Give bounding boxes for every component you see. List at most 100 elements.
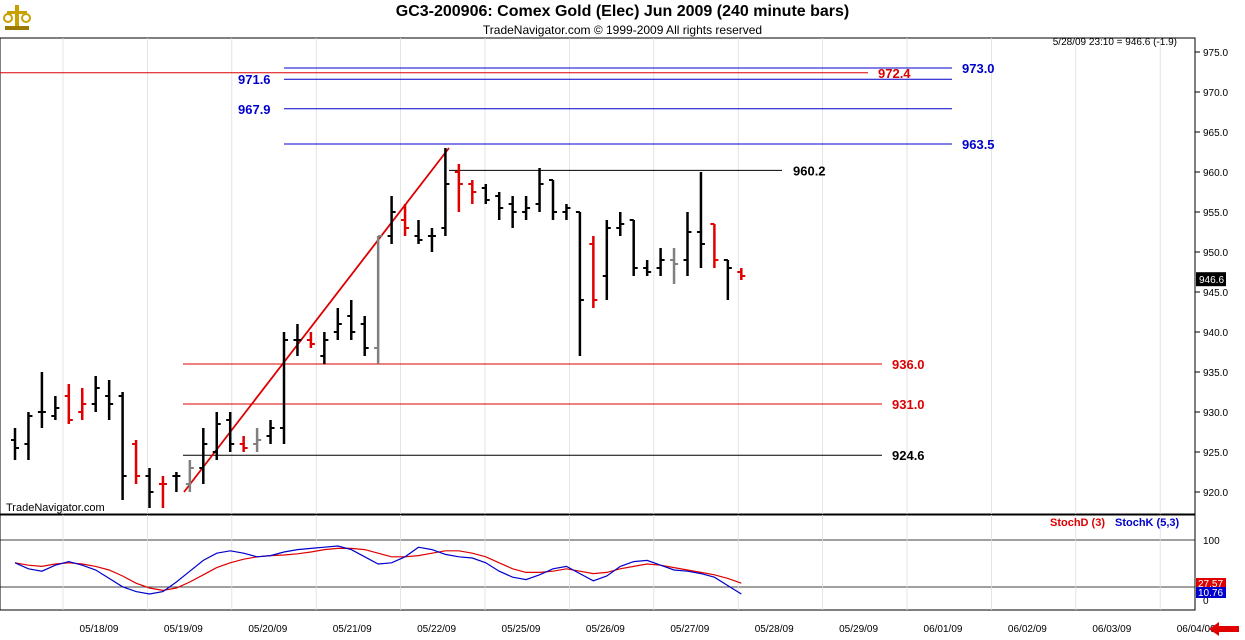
ohlc-bar — [78, 388, 87, 420]
ohlc-bar — [441, 148, 450, 236]
ohlc-bar — [51, 396, 60, 420]
price-tick-label: 965.0 — [1203, 128, 1228, 139]
ohlc-bar — [374, 235, 383, 364]
ohlc-bar — [401, 204, 410, 236]
date-tick-label: 05/21/09 — [333, 624, 372, 635]
price-tick-label: 940.0 — [1203, 328, 1228, 339]
level-label: 971.6 — [238, 72, 271, 87]
price-tick-label: 925.0 — [1203, 448, 1228, 459]
last-price-tag-label: 946.6 — [1199, 275, 1224, 286]
level-label: 972.4 — [878, 66, 911, 81]
ohlc-bar — [696, 172, 705, 268]
stoch-last-label: 10.76 — [1198, 588, 1223, 599]
price-tick-label: 955.0 — [1203, 208, 1228, 219]
ohlc-bar — [226, 412, 235, 452]
ohlc-bar — [320, 332, 329, 364]
price-tick-label: 970.0 — [1203, 88, 1228, 99]
date-tick-label: 05/22/09 — [417, 624, 456, 635]
date-tick-label: 06/01/09 — [924, 624, 963, 635]
ohlc-bar — [172, 472, 181, 492]
ohlc-bar — [64, 384, 73, 424]
level-label: 963.5 — [962, 137, 995, 152]
ohlc-bar — [737, 268, 746, 280]
ohlc-bar — [589, 236, 598, 308]
level-label: 960.2 — [793, 163, 826, 178]
ohlc-bar — [522, 196, 531, 220]
ohlc-bar — [306, 332, 315, 348]
date-tick-label: 05/20/09 — [248, 624, 287, 635]
ohlc-bar — [253, 428, 262, 452]
price-tick-label: 945.0 — [1203, 288, 1228, 299]
stoch-k-legend: StochK (5,3) — [1115, 517, 1180, 529]
ohlc-bar — [562, 204, 571, 220]
ohlc-bar — [616, 212, 625, 236]
ohlc-bar — [132, 440, 141, 484]
ohlc-bar — [91, 376, 100, 412]
ohlc-bar — [199, 428, 208, 484]
ohlc-bar — [24, 412, 33, 460]
stoch-d-line — [14, 547, 742, 592]
price-tick-label: 960.0 — [1203, 168, 1228, 179]
date-tick-label: 05/26/09 — [586, 624, 625, 635]
date-tick-label: 05/27/09 — [670, 624, 709, 635]
price-panel-frame — [0, 37, 1196, 515]
copyright-text: TradeNavigator.com © 1999-2009 All right… — [482, 23, 763, 37]
ohlc-bar — [293, 324, 302, 356]
price-tick-label: 930.0 — [1203, 408, 1228, 419]
ohlc-bar — [723, 259, 732, 300]
trade-navigator-logo-icon[interactable] — [2, 2, 32, 32]
ohlc-bar — [11, 428, 19, 460]
stoch-last-tag — [1196, 587, 1226, 598]
ohlc-bar — [118, 392, 127, 500]
ohlc-bar — [481, 184, 490, 204]
ohlc-bar — [427, 228, 436, 252]
ohlc-bar — [508, 196, 517, 228]
ohlc-bar — [37, 372, 46, 428]
level-label: 924.6 — [892, 448, 925, 463]
ohlc-bar — [656, 248, 665, 276]
ohlc-bar — [535, 168, 544, 212]
date-tick-label: 05/25/09 — [502, 624, 541, 635]
ohlc-bar — [710, 223, 719, 268]
ohlc-bar — [105, 380, 114, 420]
watermark-text: TradeNavigator.com — [6, 502, 105, 514]
last-price-status: 5/28/09 23:10 = 946.6 (-1.9) — [1052, 37, 1177, 48]
date-tick-label: 06/03/09 — [1092, 624, 1131, 635]
ohlc-bar — [575, 211, 584, 356]
price-tick-label: 920.0 — [1203, 488, 1228, 499]
scroll-right-arrow-icon[interactable] — [1209, 622, 1239, 636]
price-bars — [11, 148, 746, 508]
ohlc-bar — [347, 300, 356, 340]
chart-title: GC3-200906: Comex Gold (Elec) Jun 2009 (… — [395, 3, 850, 20]
stoch-last-tag — [1196, 578, 1226, 589]
last-price-tag — [1196, 272, 1226, 287]
ohlc-bar — [629, 219, 638, 276]
ohlc-bar — [185, 460, 194, 492]
date-tick-label: 05/29/09 — [839, 624, 878, 635]
level-label: 936.0 — [892, 357, 925, 372]
ohlc-bar — [360, 316, 369, 356]
level-label: 967.9 — [238, 102, 271, 117]
ohlc-bar — [670, 248, 679, 284]
ohlc-bar — [387, 196, 396, 244]
vertical-gridlines — [62, 38, 1161, 610]
stoch-tick-label: 100 — [1203, 536, 1220, 547]
stoch-k-line — [14, 545, 742, 595]
ohlc-bar — [145, 468, 154, 508]
stoch-tick-label: 0 — [1203, 596, 1209, 607]
ohlc-bar — [468, 180, 477, 204]
level-label: 973.0 — [962, 61, 995, 76]
ohlc-bar — [239, 436, 248, 452]
price-tick-label: 975.0 — [1203, 48, 1228, 59]
date-tick-label: 05/19/09 — [164, 624, 203, 635]
date-axis: 05/18/09 05/19/09 05/20/09 05/21/09 05/22/09… — [80, 624, 1217, 635]
ohlc-bar — [549, 179, 557, 220]
ohlc-bar — [602, 220, 611, 300]
price-axis: 920.0 925.0 930.0 935.0 940.0 945.0 950.0 955.0… — [1195, 48, 1228, 499]
price-tick-label: 935.0 — [1203, 368, 1228, 379]
stoch-last-label: 27.57 — [1198, 579, 1223, 590]
ohlc-bar — [454, 164, 463, 212]
ohlc-bar — [414, 220, 423, 244]
ohlc-bar — [212, 412, 221, 460]
